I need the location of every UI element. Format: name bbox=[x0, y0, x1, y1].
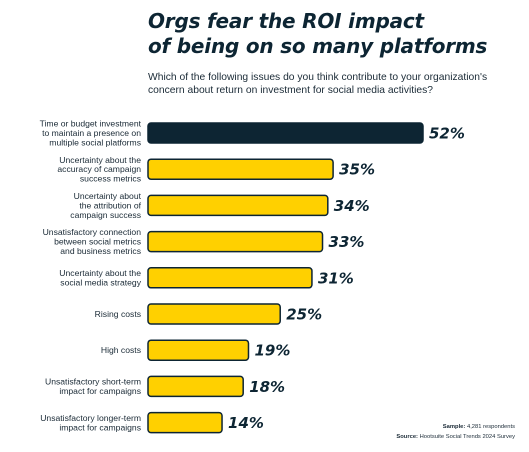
chart-subtitle-line-1: Which of the following issues do you thi… bbox=[148, 72, 488, 83]
bar-4 bbox=[147, 230, 324, 253]
source-label: Source: bbox=[396, 434, 418, 440]
bar-1 bbox=[147, 122, 424, 144]
chart-footer: Sample: 4,281 respondents Source: Hootsu… bbox=[396, 422, 515, 442]
value-label-3: 34% bbox=[334, 197, 370, 215]
category-label-7: High costs bbox=[101, 345, 141, 355]
value-label-9: 14% bbox=[228, 414, 264, 432]
category-label-2: Uncertainty about the accuracy of campaig… bbox=[57, 155, 141, 184]
bar-6 bbox=[147, 303, 281, 325]
bar-5 bbox=[147, 267, 313, 289]
chart-subtitle-line-2: concern about return on investment for s… bbox=[148, 85, 434, 96]
chart-title-line-1: Orgs fear the ROI impact bbox=[148, 9, 424, 33]
category-label-5: Uncertainty about the social media strate… bbox=[59, 268, 141, 287]
source-value: Hootsuite Social Trends 2024 Survey bbox=[419, 434, 515, 440]
value-label-5: 31% bbox=[318, 269, 354, 287]
chart-subtitle: Which of the following issues do you thi… bbox=[148, 71, 523, 97]
bar-7 bbox=[147, 339, 250, 361]
value-label-7: 19% bbox=[254, 342, 290, 360]
bar-9 bbox=[147, 411, 223, 434]
chart-title-line-2: of being on so many platforms bbox=[148, 34, 488, 58]
category-label-1: Time or budget investment to maintain a p… bbox=[40, 119, 142, 148]
category-label-3: Uncertainty about the attribution of campa… bbox=[70, 191, 141, 220]
category-label-4: Unsatisfactory connection between social … bbox=[43, 227, 142, 256]
category-label-9: Unsatisfactory longer-term impact for cam… bbox=[40, 413, 141, 432]
value-label-8: 18% bbox=[249, 378, 285, 396]
bar-8 bbox=[147, 375, 244, 398]
bar-3 bbox=[147, 194, 329, 217]
bar-2 bbox=[147, 158, 334, 180]
value-label-1: 52% bbox=[429, 125, 465, 143]
source-note: Source: Hootsuite Social Trends 2024 Sur… bbox=[396, 432, 515, 442]
sample-label: Sample: bbox=[442, 424, 466, 430]
sample-value: 4,281 respondents bbox=[466, 424, 515, 430]
category-label-6: Rising costs bbox=[95, 309, 141, 319]
value-label-2: 35% bbox=[339, 161, 375, 179]
sample-note: Sample: 4,281 respondents bbox=[396, 422, 515, 432]
value-label-4: 33% bbox=[329, 233, 365, 251]
chart-title: Orgs fear the ROI impact of being on so … bbox=[148, 9, 518, 59]
value-label-6: 25% bbox=[286, 306, 322, 324]
category-label-8: Unsatisfactory short-term impact for camp… bbox=[45, 377, 141, 396]
